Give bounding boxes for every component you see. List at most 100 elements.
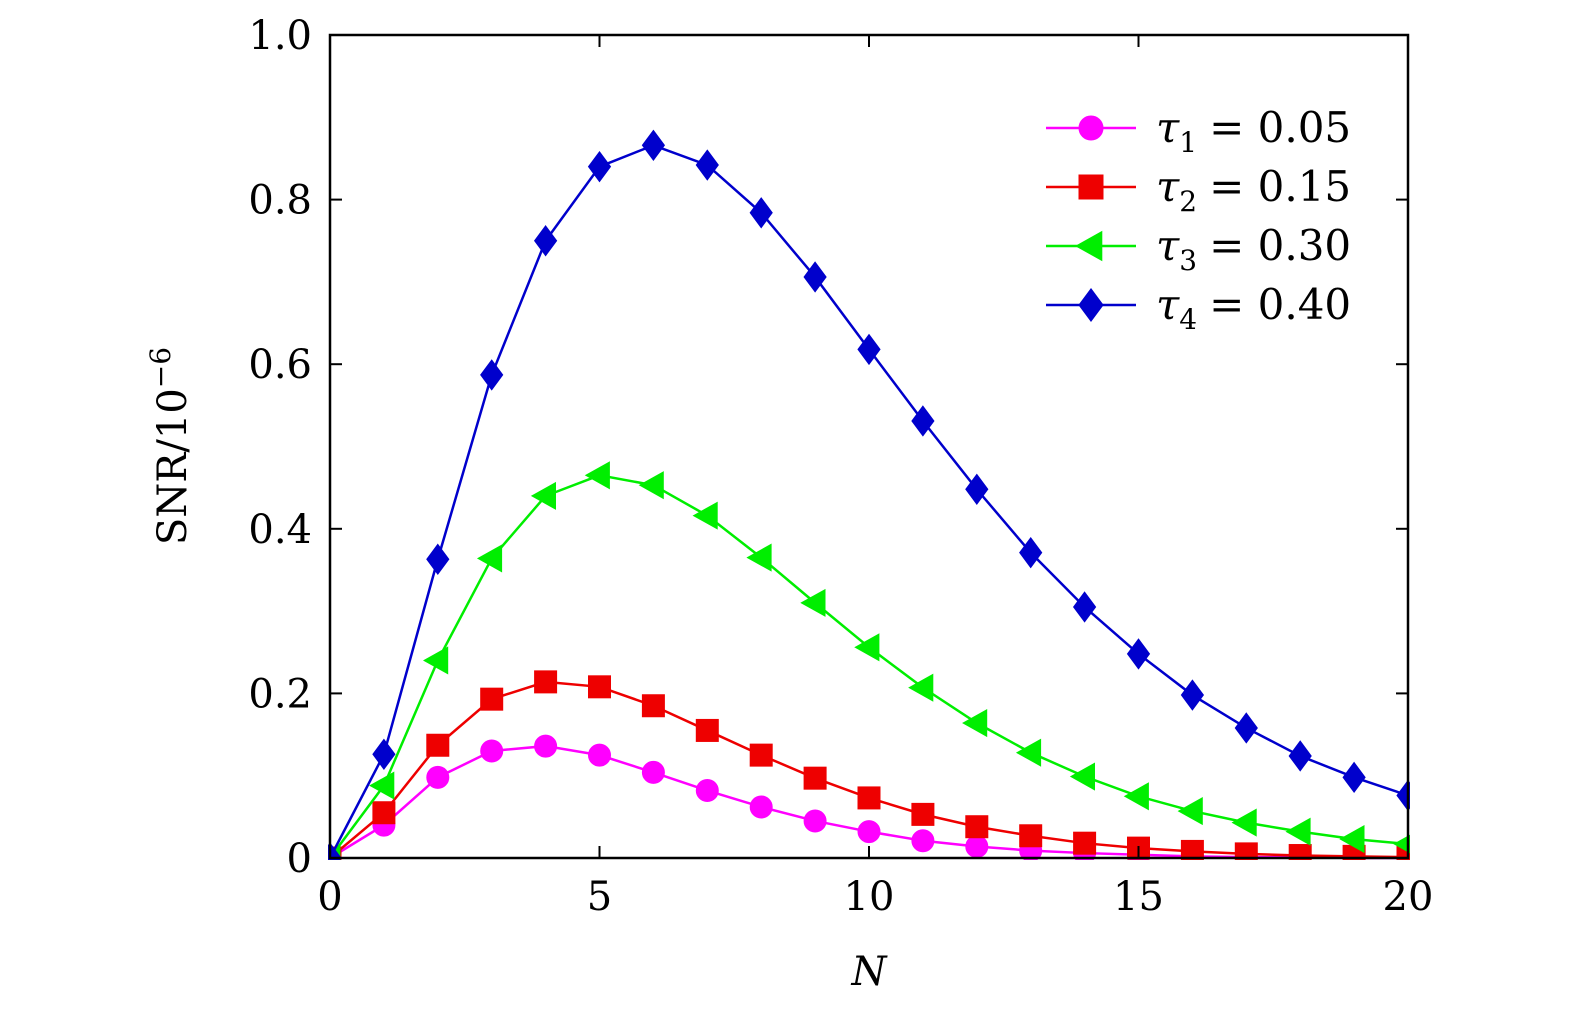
data-point [911, 405, 935, 437]
data-point [638, 471, 664, 500]
y-tick-label: 0.8 [248, 178, 312, 224]
data-point [423, 646, 449, 675]
legend-marker [1078, 115, 1104, 141]
data-point [641, 760, 665, 784]
data-point [962, 708, 988, 738]
data-point [908, 673, 934, 702]
data-point [965, 473, 989, 505]
data-point [533, 225, 558, 257]
data-point [1285, 817, 1311, 846]
x-tick-label: 0 [317, 874, 342, 920]
data-point [426, 733, 450, 757]
data-point [911, 829, 935, 853]
data-point [588, 743, 611, 767]
data-point [857, 333, 881, 366]
data-point [749, 197, 773, 229]
y-tick-label: 1.0 [248, 13, 312, 59]
data-point [1342, 761, 1366, 794]
data-point [372, 738, 396, 770]
data-point [1231, 808, 1257, 837]
data-point [641, 129, 666, 161]
legend-item: τ2 = 0.15 [1046, 162, 1351, 218]
y-tick-label: 0 [287, 836, 312, 882]
legend-item: τ3 = 0.30 [1046, 221, 1351, 277]
data-point [530, 481, 556, 510]
series-layer [328, 129, 1410, 860]
series-4 [328, 129, 1410, 860]
data-point [1339, 825, 1365, 854]
data-point [800, 588, 826, 617]
data-point [1015, 738, 1042, 767]
data-point [1126, 638, 1151, 670]
series-3 [328, 461, 1410, 860]
data-point [641, 694, 665, 718]
x-tick-label: 10 [844, 874, 895, 920]
data-point [1393, 834, 1410, 854]
y-axis-title: SNR/10 [150, 388, 196, 545]
data-point [476, 544, 503, 573]
y-tick-label: 0.2 [248, 671, 312, 717]
data-point [803, 261, 827, 293]
data-point [695, 718, 719, 742]
axis-ticks: 0 5 10 15 20 0 0.2 0.4 0.6 0.8 1.0 [248, 13, 1433, 920]
data-point [480, 687, 504, 711]
data-point [1288, 740, 1312, 772]
data-point [1180, 839, 1204, 860]
data-point [426, 543, 450, 575]
data-point [588, 675, 611, 699]
data-point [584, 461, 610, 490]
data-point [1019, 536, 1043, 569]
data-point [695, 149, 719, 181]
x-axis-title: N [851, 949, 889, 995]
data-point [1180, 679, 1205, 711]
legend-item: τ1 = 0.05 [1046, 103, 1351, 159]
y-axis-title-exponent: −6 [144, 347, 177, 388]
data-point [803, 766, 827, 790]
data-point [911, 802, 935, 826]
legend-label: τ2 = 0.15 [1156, 162, 1351, 218]
data-point [803, 809, 827, 833]
legend-label: τ3 = 0.30 [1156, 221, 1351, 277]
data-point [1234, 842, 1258, 860]
data-point [372, 801, 396, 825]
y-axis-title-group: SNR/10−6 [144, 347, 196, 545]
data-point [692, 501, 718, 530]
data-point [1123, 782, 1149, 811]
legend-marker [1078, 174, 1104, 200]
legend-item: τ4 = 0.40 [1046, 280, 1351, 336]
data-point [1069, 762, 1095, 791]
data-point [857, 820, 881, 844]
y-tick-label: 0.6 [248, 342, 312, 388]
x-tick-label: 20 [1383, 874, 1434, 920]
data-point [534, 734, 558, 758]
data-point [1234, 712, 1258, 744]
data-point [965, 815, 989, 839]
data-point [695, 779, 719, 803]
data-point [857, 786, 881, 810]
data-point [1177, 797, 1203, 826]
data-point [749, 743, 773, 767]
legend-label: τ1 = 0.05 [1156, 103, 1351, 159]
data-point [749, 795, 773, 819]
x-tick-label: 5 [587, 874, 612, 920]
y-tick-label: 0.4 [248, 507, 312, 553]
data-point [534, 670, 558, 694]
data-point [426, 765, 450, 789]
data-point [1288, 844, 1312, 860]
legend-marker [1078, 287, 1104, 323]
data-point [746, 543, 772, 572]
data-point [369, 771, 395, 800]
x-tick-label: 15 [1113, 874, 1164, 920]
data-point [965, 834, 989, 858]
data-point [587, 150, 612, 183]
data-point [1019, 824, 1043, 848]
svg-text:SNR/10−6: SNR/10−6 [144, 347, 196, 545]
data-point [1073, 831, 1097, 855]
data-point [480, 359, 504, 391]
legend-marker [1074, 230, 1103, 262]
data-point [1072, 591, 1097, 623]
data-point [480, 739, 504, 763]
data-point [854, 633, 880, 662]
